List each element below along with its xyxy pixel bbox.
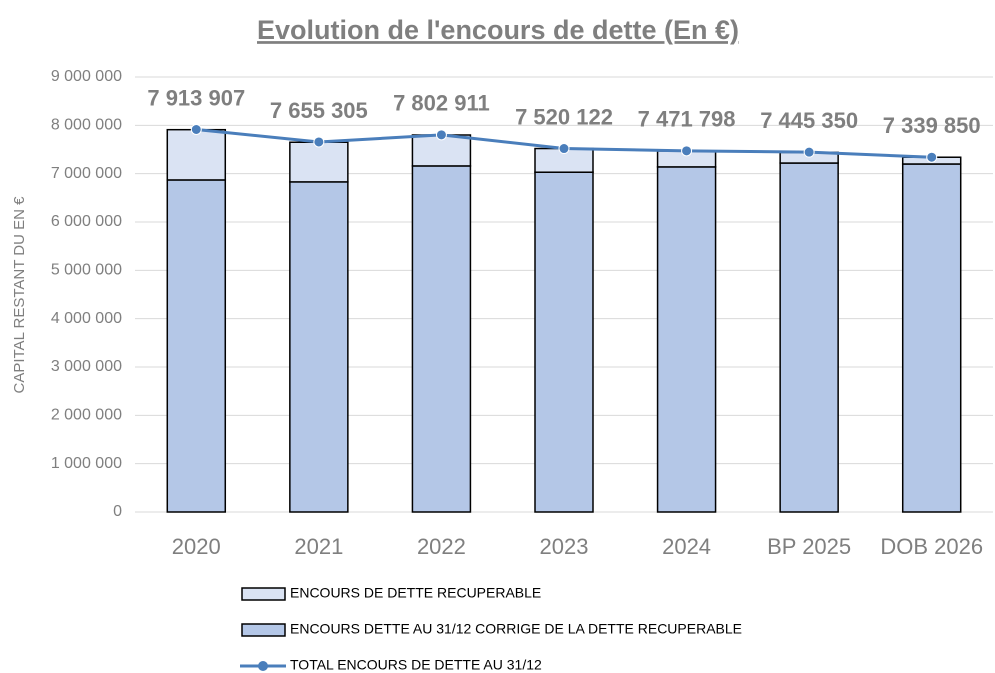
data-label: 7 913 907 — [147, 85, 245, 110]
line-point — [435, 129, 447, 141]
y-tick-label: 0 — [113, 503, 122, 520]
legend-label: ENCOURS DETTE AU 31/12 CORRIGE DE LA DET… — [290, 621, 742, 637]
line-point — [558, 143, 570, 155]
data-label: 7 445 350 — [760, 108, 858, 133]
line-point — [313, 136, 325, 148]
x-tick-label: 2020 — [172, 534, 221, 559]
line-point — [926, 151, 938, 163]
legend-label: TOTAL ENCOURS DE DETTE AU 31/12 — [290, 657, 542, 673]
bar-segment — [534, 171, 594, 513]
bar-segment — [166, 179, 227, 513]
x-tick-label: DOB 2026 — [880, 534, 983, 559]
legend-label: ENCOURS DE DETTE RECUPERABLE — [290, 585, 541, 601]
y-tick-label: 9 000 000 — [51, 68, 122, 85]
x-tick-label: 2022 — [417, 534, 466, 559]
bar-segment — [289, 141, 349, 183]
bar-segment — [411, 165, 472, 513]
y-tick-label: 8 000 000 — [51, 117, 122, 134]
line-point — [190, 123, 202, 135]
chart-title: Evolution de l'encours de dette (En €) — [257, 15, 739, 45]
y-tick-label: 4 000 000 — [51, 310, 122, 327]
bar-segment — [166, 128, 227, 181]
y-tick-label: 1 000 000 — [51, 455, 122, 472]
bar-segment — [289, 181, 349, 513]
data-label: 7 471 798 — [638, 107, 736, 132]
data-label: 7 802 911 — [393, 91, 490, 116]
bar-segment — [656, 166, 717, 513]
y-tick-label: 5 000 000 — [51, 262, 122, 279]
legend-swatch — [241, 587, 286, 601]
line-point — [803, 146, 815, 158]
x-tick-label: 2024 — [662, 534, 711, 559]
bar-segment — [901, 163, 962, 513]
y-tick-label: 7 000 000 — [51, 165, 122, 182]
data-label: 7 520 122 — [515, 104, 613, 129]
legend-swatch — [241, 623, 286, 637]
y-axis-label: CAPITAL RESTANT DU EN € — [11, 196, 28, 394]
y-tick-label: 6 000 000 — [51, 213, 122, 230]
y-tick-label: 2 000 000 — [51, 407, 122, 424]
data-label: 7 339 850 — [883, 113, 981, 138]
line-point — [681, 145, 693, 157]
x-tick-label: 2023 — [540, 534, 589, 559]
x-tick-label: BP 2025 — [767, 534, 851, 559]
x-tick-label: 2021 — [294, 534, 343, 559]
legend-marker — [258, 661, 268, 671]
bar-segment — [779, 162, 839, 513]
data-label: 7 655 305 — [270, 98, 368, 123]
y-tick-label: 3 000 000 — [51, 358, 122, 375]
